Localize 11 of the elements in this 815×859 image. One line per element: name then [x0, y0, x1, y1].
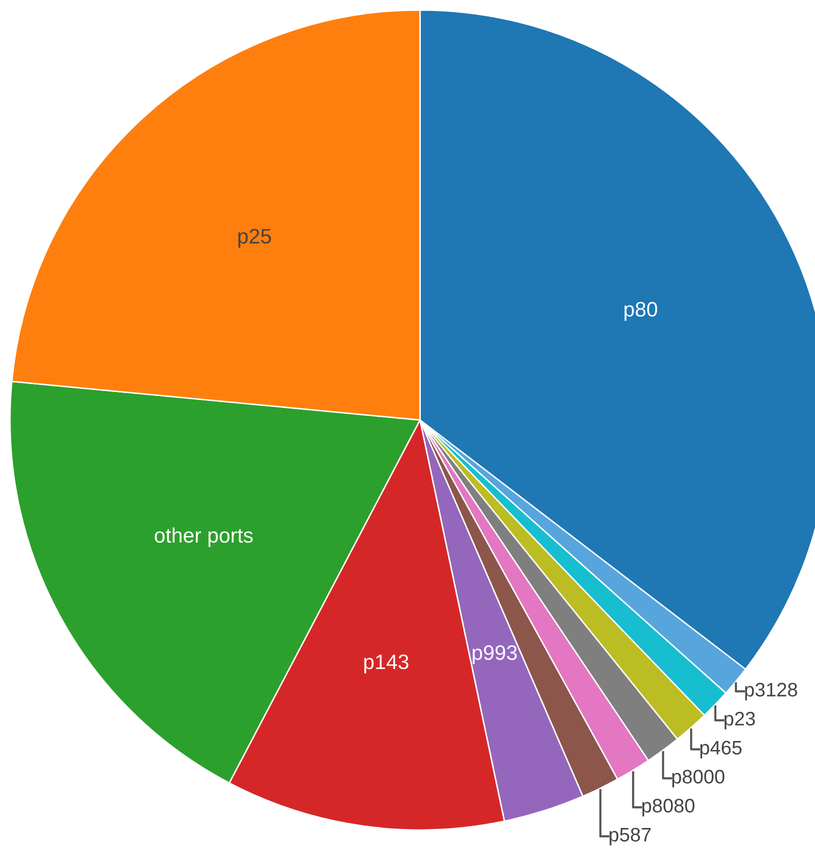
slice-label: other ports [154, 527, 253, 547]
slice-label: p993 [472, 645, 517, 664]
slice-label: p465 [700, 740, 742, 758]
slice-label: p23 [724, 712, 755, 730]
slice-label: p80 [624, 302, 658, 321]
slice-label: p25 [238, 228, 271, 248]
slice-label: p8080 [642, 798, 694, 816]
slice-label: p143 [364, 654, 408, 674]
slice-label: p8000 [672, 770, 724, 788]
slice-label: p3128 [745, 682, 798, 700]
slice-label: p587 [610, 828, 651, 846]
